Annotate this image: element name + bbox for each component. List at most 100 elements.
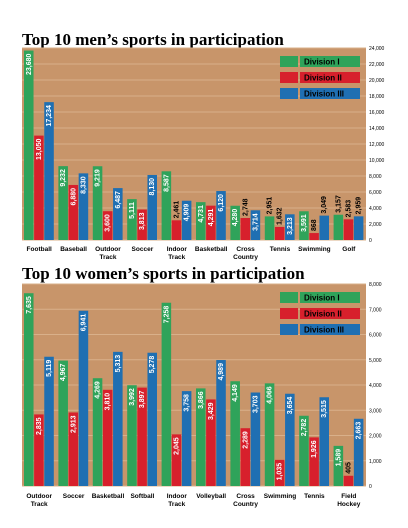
bar bbox=[230, 381, 240, 486]
y-tick-label: 3,000 bbox=[369, 408, 382, 414]
chart-title-women: Top 10 women’s sports in participation bbox=[22, 264, 305, 283]
bar-value-label: 405 bbox=[346, 462, 353, 474]
bar-value-label: 4,967 bbox=[60, 363, 67, 381]
y-tick-label: 8,000 bbox=[369, 282, 382, 288]
bar-value-label: 5,278 bbox=[149, 356, 156, 374]
bar bbox=[309, 437, 319, 486]
bar-value-label: 1,589 bbox=[335, 449, 342, 467]
bar-value-label: 3,157 bbox=[335, 195, 342, 213]
category-label: Football bbox=[27, 246, 52, 253]
bar-value-label: 5,313 bbox=[115, 355, 122, 373]
bar bbox=[343, 475, 354, 486]
bar-value-label: 7,258 bbox=[163, 306, 170, 324]
bar-value-label: 4,909 bbox=[184, 204, 191, 222]
bar-value-label: 3,654 bbox=[287, 397, 294, 415]
bar-value-label: 5,111 bbox=[129, 202, 136, 219]
bar bbox=[181, 391, 192, 486]
bar bbox=[285, 214, 295, 240]
legend-box bbox=[300, 292, 360, 303]
bar-value-label: 3,714 bbox=[252, 213, 259, 231]
y-tick-label: 14,000 bbox=[369, 126, 385, 132]
bar bbox=[250, 392, 261, 486]
y-tick-label: 8,000 bbox=[369, 174, 382, 180]
category-label: Volleyball bbox=[196, 493, 226, 500]
bar-value-label: 6,941 bbox=[80, 314, 87, 332]
legend-swatch bbox=[280, 308, 298, 319]
bar bbox=[274, 226, 285, 240]
bar bbox=[113, 351, 123, 486]
bar bbox=[353, 216, 364, 240]
legend-swatch bbox=[280, 56, 298, 67]
bar bbox=[171, 220, 182, 240]
bar-value-label: 3,515 bbox=[321, 400, 328, 418]
bar bbox=[240, 218, 251, 240]
y-tick-label: 24,000 bbox=[369, 46, 385, 52]
bar-value-label: 3,600 bbox=[105, 214, 112, 232]
bar bbox=[161, 171, 172, 240]
bar-value-label: 3,813 bbox=[139, 212, 146, 230]
legend-label: Division III bbox=[304, 90, 344, 99]
bar-value-label: 7,635 bbox=[26, 296, 33, 314]
bar-value-label: 1,035 bbox=[277, 463, 284, 481]
bar bbox=[333, 214, 344, 240]
bar bbox=[58, 166, 68, 240]
legend-label: Division II bbox=[304, 310, 342, 319]
bar bbox=[264, 383, 275, 486]
y-tick-label: 0 bbox=[369, 484, 372, 490]
bar-value-label: 8,587 bbox=[163, 174, 170, 192]
bar-value-label: 6,880 bbox=[70, 188, 77, 206]
bar bbox=[319, 215, 329, 240]
y-tick-label: 1,000 bbox=[369, 459, 382, 465]
category-label: Cross Country bbox=[233, 493, 258, 508]
bar bbox=[102, 211, 113, 240]
category-label: Soccer bbox=[132, 246, 154, 253]
bar-value-label: 2,959 bbox=[356, 197, 363, 215]
bar-value-label: 8,330 bbox=[80, 176, 87, 194]
y-tick-label: 16,000 bbox=[369, 110, 385, 116]
bar bbox=[24, 293, 34, 486]
bar-value-label: 1,632 bbox=[277, 207, 284, 225]
bar bbox=[137, 209, 147, 240]
bar bbox=[181, 200, 192, 240]
y-tick-label: 0 bbox=[369, 238, 372, 244]
bar bbox=[264, 216, 275, 240]
bar-value-label: 2,913 bbox=[70, 415, 77, 433]
category-label: Field Hockey bbox=[337, 493, 361, 508]
bar-value-label: 4,280 bbox=[232, 209, 239, 227]
bar bbox=[34, 414, 44, 486]
legend-swatch bbox=[280, 72, 298, 83]
bar bbox=[78, 173, 89, 240]
y-tick-label: 18,000 bbox=[369, 94, 385, 100]
bar-value-label: 4,066 bbox=[267, 386, 274, 404]
bar-value-label: 3,213 bbox=[287, 217, 294, 235]
bar bbox=[68, 184, 79, 240]
category-label: Outdoor Track bbox=[26, 493, 52, 508]
bar bbox=[24, 50, 34, 241]
bar-value-label: 13,050 bbox=[36, 139, 43, 161]
bar bbox=[161, 302, 172, 486]
bar bbox=[44, 356, 54, 486]
category-label: Swimming bbox=[264, 493, 297, 500]
legend-box bbox=[300, 308, 360, 319]
bar-value-label: 4,149 bbox=[232, 384, 239, 402]
legend-label: Division I bbox=[304, 294, 340, 303]
legend-box bbox=[300, 88, 360, 99]
category-label: Soccer bbox=[63, 493, 85, 500]
bar-value-label: 4,989 bbox=[218, 363, 225, 381]
bar-value-label: 868 bbox=[311, 219, 318, 231]
bar-value-label: 2,461 bbox=[174, 201, 181, 219]
y-tick-label: 4,000 bbox=[369, 383, 382, 389]
bar-value-label: 3,992 bbox=[129, 388, 136, 406]
legend-swatch bbox=[280, 292, 298, 303]
bar bbox=[285, 393, 295, 486]
bar-value-label: 3,897 bbox=[139, 391, 146, 409]
bar bbox=[216, 360, 226, 486]
bar bbox=[196, 202, 206, 240]
legend-label: Division I bbox=[304, 58, 340, 67]
y-tick-label: 4,000 bbox=[369, 206, 382, 212]
bar bbox=[171, 434, 182, 486]
bar-value-label: 9,232 bbox=[60, 169, 67, 187]
bar-value-label: 3,810 bbox=[105, 393, 112, 411]
bar-value-label: 3,429 bbox=[208, 402, 215, 420]
bar-value-label: 4,269 bbox=[95, 381, 102, 399]
